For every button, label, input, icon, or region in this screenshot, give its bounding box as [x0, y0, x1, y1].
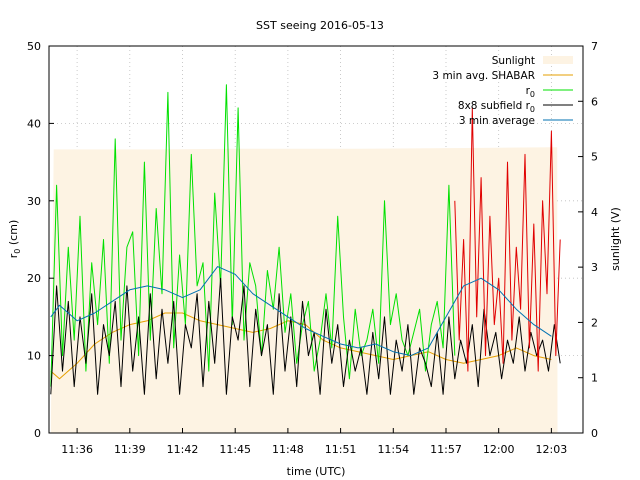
- legend-label: r0: [526, 85, 535, 99]
- legend-label-subscript: 0: [530, 105, 535, 114]
- x-axis-label: time (UTC): [287, 465, 346, 478]
- y2-tick-label: 7: [591, 40, 598, 53]
- legend-label-main: Sunlight: [492, 55, 535, 67]
- y-tick-label: 30: [27, 195, 41, 208]
- x-tick-label: 11:36: [61, 443, 93, 456]
- legend-label-main: r: [526, 85, 531, 97]
- y-tick-label: 50: [27, 40, 41, 53]
- x-tick-label: 11:39: [114, 443, 146, 456]
- series-3-min-average: [50, 266, 552, 357]
- legend-label: Sunlight: [492, 55, 535, 67]
- y-tick-label: 20: [27, 272, 41, 285]
- y2-tick-label: 0: [591, 427, 598, 440]
- legend-label: 8x8 subfield r0: [458, 100, 535, 114]
- y2-tick-label: 1: [591, 372, 598, 385]
- y2-tick-label: 4: [591, 206, 598, 219]
- x-tick-label: 11:45: [219, 443, 251, 456]
- x-tick-label: 11:48: [272, 443, 304, 456]
- series-r0: [50, 84, 456, 387]
- y-tick-label: 40: [27, 117, 41, 130]
- y2-tick-label: 3: [591, 261, 598, 274]
- x-tick-label: 12:00: [483, 443, 515, 456]
- y-axis-label-main: r: [7, 253, 20, 258]
- y-axis-label-subscript: 0: [13, 249, 22, 254]
- series-layer: [50, 84, 561, 395]
- legend-swatch: [543, 56, 573, 64]
- legend-label-subscript: 0: [530, 90, 535, 99]
- x-tick-label: 11:57: [430, 443, 462, 456]
- y-tick-label: 10: [27, 350, 41, 363]
- legend-label-main: 3 min avg. SHABAR: [432, 70, 535, 82]
- legend-label-main: 8x8 subfield r: [458, 100, 531, 112]
- legend-entry: 3 min avg. SHABAR: [432, 70, 573, 82]
- x-tick-label: 12:03: [536, 443, 568, 456]
- legend-label-main: 3 min average: [459, 115, 535, 127]
- plot-frame: [48, 45, 584, 434]
- y-tick-label: 0: [34, 427, 41, 440]
- ticks: 0 10 20 30 40 50 0 1 2 3 4 5 6 7 11:36 11:39 11:42 11:45 1…: [27, 40, 598, 456]
- y-axis-label-tail: (cm): [7, 220, 20, 249]
- legend-entry: Sunlight: [492, 55, 573, 67]
- x-tick-label: 11:54: [377, 443, 409, 456]
- legend-label: 3 min average: [459, 115, 535, 127]
- legend-entry: 3 min average: [459, 115, 573, 127]
- y2-axis-label: sunlight (V): [609, 207, 622, 271]
- series-8x8-subfield-r0-red: [454, 107, 561, 372]
- y2-tick-label: 2: [591, 316, 598, 329]
- y-axis-label: r0 (cm): [7, 220, 22, 258]
- legend-entry: 8x8 subfield r0: [458, 100, 573, 114]
- legend-label: 3 min avg. SHABAR: [432, 70, 535, 82]
- x-tick-label: 11:42: [167, 443, 199, 456]
- x-tick-label: 11:51: [325, 443, 357, 456]
- y2-tick-label: 5: [591, 151, 598, 164]
- chart-title: SST seeing 2016-05-13: [256, 19, 384, 32]
- legend-entry: r0: [526, 85, 573, 99]
- y2-tick-label: 6: [591, 95, 598, 108]
